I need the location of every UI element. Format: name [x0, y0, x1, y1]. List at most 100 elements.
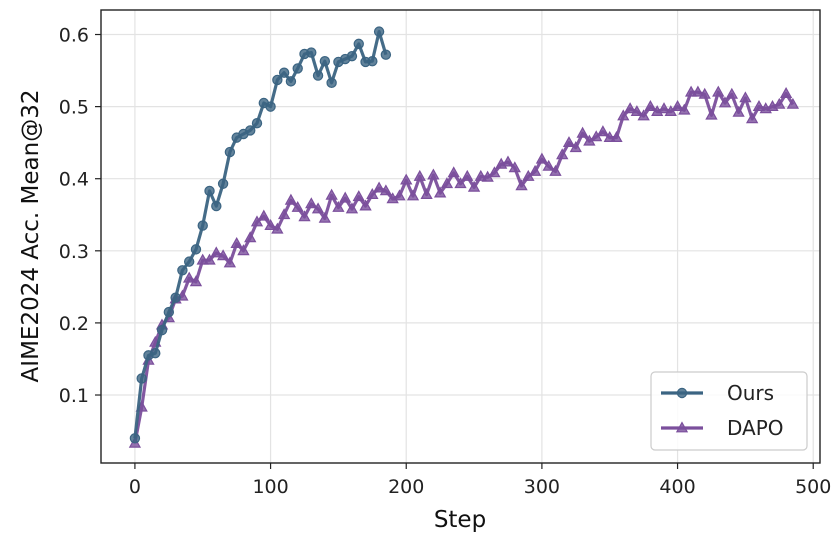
data-point-dapo	[596, 125, 610, 137]
y-tick-label: 0.3	[59, 241, 89, 263]
data-point-dapo	[671, 99, 684, 112]
data-point-dapo	[298, 210, 311, 222]
data-point-dapo	[400, 173, 413, 185]
data-point-dapo	[366, 187, 379, 199]
data-point-dapo	[393, 189, 406, 201]
data-point-dapo	[284, 193, 298, 205]
data-point-dapo	[359, 199, 372, 211]
data-point-ours	[353, 38, 364, 50]
data-point-dapo	[339, 191, 352, 203]
data-point-dapo	[773, 97, 786, 109]
x-tick-label: 500	[795, 476, 831, 498]
data-point-ours	[312, 70, 324, 81]
data-point-ours	[163, 306, 175, 318]
data-point-dapo	[332, 200, 345, 212]
data-point-ours	[177, 265, 188, 276]
data-point-dapo	[549, 164, 562, 176]
data-point-dapo	[427, 168, 440, 180]
data-point-dapo	[203, 253, 216, 265]
y-axis-title: AIME2024 Acc. Mean@32	[18, 90, 44, 383]
data-point-dapo	[528, 164, 542, 176]
y-tick-label: 0.4	[59, 169, 89, 191]
data-point-dapo	[447, 166, 460, 178]
legend: Ours DAPO	[650, 371, 808, 451]
data-point-dapo	[454, 177, 467, 189]
data-point-ours	[150, 347, 161, 359]
data-point-ours	[211, 200, 222, 212]
data-point-dapo	[556, 148, 569, 160]
data-point-dapo	[779, 86, 793, 99]
data-point-dapo	[576, 126, 589, 138]
data-point-dapo	[508, 161, 521, 173]
data-point-dapo	[277, 208, 291, 220]
data-point-ours	[129, 433, 141, 444]
data-point-dapo	[698, 87, 711, 99]
x-tick-label: 100	[252, 476, 288, 498]
data-point-dapo	[725, 87, 739, 99]
data-point-dapo	[318, 211, 332, 223]
data-point-dapo	[230, 236, 243, 248]
data-point-dapo	[630, 105, 644, 117]
x-tick-label: 400	[659, 476, 695, 498]
data-point-dapo	[406, 189, 420, 201]
data-point-dapo	[461, 169, 474, 181]
data-point-ours	[170, 292, 181, 303]
data-point-ours	[367, 55, 378, 67]
data-point-ours	[278, 67, 290, 78]
data-point-dapo	[637, 109, 650, 121]
data-point-ours	[326, 77, 337, 89]
data-point-dapo	[352, 190, 365, 202]
data-point-dapo	[535, 152, 549, 164]
data-point-ours	[251, 117, 263, 129]
ticks: 0 100 200 300 400 500 0.1 0.2 0.3 0.4 0.5 0.6	[59, 25, 832, 498]
x-tick-label: 0	[129, 476, 141, 498]
data-point-dapo	[244, 231, 257, 243]
data-point-ours	[272, 74, 283, 86]
data-point-dapo	[379, 184, 393, 196]
data-point-ours	[217, 178, 229, 189]
plot-frame	[100, 9, 821, 464]
data-point-dapo	[501, 155, 515, 167]
legend-label: DAPO	[727, 416, 784, 440]
legend-label: Ours	[727, 381, 774, 405]
data-point-ours	[224, 146, 236, 158]
data-point-ours	[285, 76, 297, 87]
legend-marker	[675, 421, 689, 433]
data-point-dapo	[264, 218, 277, 230]
legend-item-dapo: DAPO	[661, 416, 784, 440]
data-point-ours	[319, 55, 331, 67]
data-point-dapo	[189, 275, 203, 287]
data-point-ours	[292, 63, 303, 74]
data-point-dapo	[413, 169, 426, 181]
data-point-ours	[306, 47, 317, 58]
data-point-dapo	[678, 103, 691, 115]
x-axis-title: Step	[434, 507, 486, 533]
data-point-dapo	[325, 188, 338, 200]
data-point-dapo	[250, 215, 264, 227]
data-point-dapo	[216, 249, 230, 261]
data-point-ours	[136, 373, 147, 384]
data-point-dapo	[305, 197, 318, 209]
data-point-ours	[197, 220, 208, 231]
data-point-ours	[183, 256, 195, 267]
data-point-ours	[156, 324, 168, 336]
data-point-dapo	[623, 102, 637, 114]
data-point-dapo	[542, 159, 555, 171]
data-point-dapo	[712, 85, 725, 97]
series-layer	[128, 26, 800, 448]
data-point-dapo	[488, 166, 501, 178]
x-tick-label: 200	[388, 476, 424, 498]
data-point-ours	[190, 244, 202, 255]
data-point-dapo	[420, 187, 433, 199]
data-point-ours	[380, 49, 392, 60]
data-point-dapo	[223, 256, 237, 268]
data-point-dapo	[271, 222, 284, 234]
y-tick-label: 0.1	[59, 385, 89, 407]
y-tick-label: 0.5	[59, 97, 89, 119]
data-point-dapo	[617, 109, 630, 121]
series-ours	[129, 26, 392, 444]
data-point-dapo	[732, 105, 745, 117]
data-point-dapo	[372, 181, 386, 193]
data-point-dapo	[569, 141, 582, 153]
